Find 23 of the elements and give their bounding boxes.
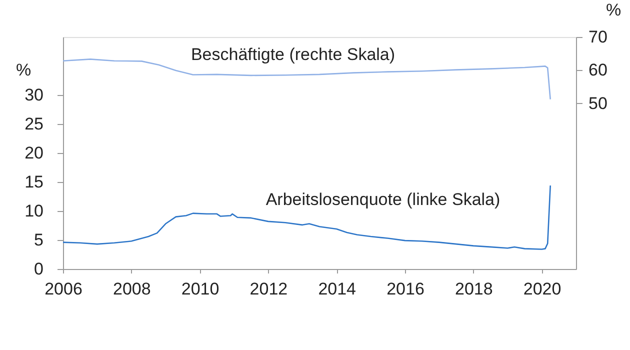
- y-tick-label: 30: [24, 86, 44, 104]
- x-tick-label: 2006: [44, 280, 82, 298]
- line-series: [62, 184, 551, 250]
- y-tick-label: 10: [24, 202, 44, 220]
- y-tick-label: 15: [24, 172, 44, 192]
- x-tick-label: 2008: [112, 280, 151, 298]
- y2-tick-label: 50: [588, 94, 608, 113]
- x-tick-label: 2020: [523, 280, 562, 298]
- y2-tick-label: 60: [588, 60, 608, 80]
- y-tick-label: 20: [24, 144, 44, 162]
- series-label: Arbeitslosenquote (linke Skala): [266, 190, 500, 209]
- y2-axis-title: %: [606, 0, 622, 20]
- y-tick-label: 0: [34, 260, 44, 278]
- x-tick-label: 2012: [250, 280, 288, 298]
- x-tick-label: 2016: [386, 280, 424, 298]
- series-label: Beschäftigte (rechte Skala): [190, 45, 396, 64]
- x-tick-label: 2018: [454, 280, 493, 298]
- x-tick-label: 2010: [181, 280, 220, 298]
- y-axis-title: %: [16, 60, 32, 80]
- y2-tick-label: 70: [588, 28, 608, 46]
- y-tick-label: 5: [34, 230, 44, 250]
- y-tick-label: 25: [24, 114, 44, 134]
- x-tick-label: 2014: [318, 280, 356, 298]
